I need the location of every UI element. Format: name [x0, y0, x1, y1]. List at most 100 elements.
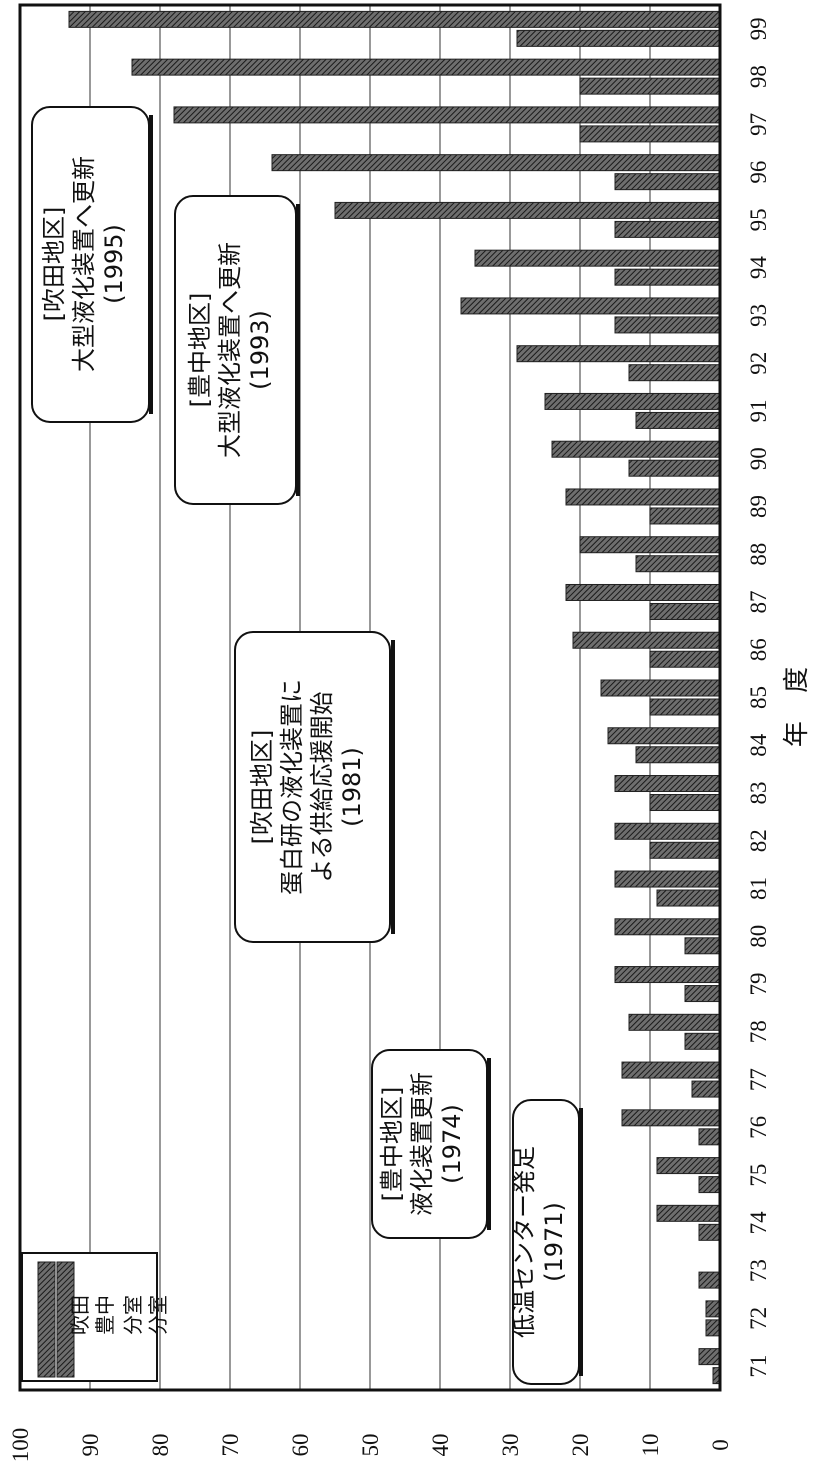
value-tick-label: 50 — [358, 1434, 383, 1457]
legend-label-toyonaka-bottom: 分室 — [146, 1295, 170, 1335]
category-tick-label: 85 — [746, 686, 771, 709]
bar-toyonaka-77 — [691, 1080, 721, 1098]
annotation-line: (1971) — [540, 1202, 568, 1282]
bar-toyonaka-99 — [516, 29, 721, 47]
category-tick-label: 72 — [746, 1307, 771, 1330]
category-tick-label: 79 — [746, 973, 771, 996]
value-tick-label: 20 — [568, 1434, 593, 1457]
bar-suita-92 — [516, 345, 721, 363]
plot-frame — [18, 3, 722, 1392]
annotation-line: (1981) — [338, 747, 366, 827]
bar-suita-72 — [705, 1300, 721, 1318]
bar-toyonaka-73 — [698, 1271, 721, 1289]
bar-suita-97 — [173, 106, 721, 124]
bar-suita-95 — [334, 201, 721, 219]
category-tick-label: 82 — [746, 829, 771, 852]
bar-suita-80 — [614, 918, 721, 936]
annotation-line: (1974) — [438, 1104, 466, 1184]
bar-suita-81 — [614, 870, 721, 888]
annotation-center-1971: 低温センター発足 (1971) — [510, 1099, 583, 1385]
category-tick-label: 92 — [746, 352, 771, 375]
bar-toyonaka-78 — [684, 1032, 721, 1050]
bar-toyonaka-85 — [649, 698, 721, 716]
legend-label-suita-bottom: 分室 — [121, 1295, 145, 1335]
bar-suita-89 — [565, 488, 721, 506]
annotation-line: 蛋白研の液化装置に — [278, 679, 306, 895]
annotation-line: [豊中地区] — [378, 1087, 406, 1202]
annotation-line: (1993) — [246, 310, 274, 390]
bar-toyonaka-96 — [614, 173, 721, 191]
bar-toyonaka-83 — [649, 794, 721, 812]
category-axis-ticks: 71 72 73 74 75 76 77 78 79 80 81 82 83 84 85 86 87 88 89 90… — [746, 17, 771, 1377]
value-tick-label: 60 — [288, 1434, 313, 1457]
bar-toyonaka-88 — [635, 555, 721, 573]
value-tick-label: 100 — [8, 1428, 33, 1463]
bar-toyonaka-93 — [614, 316, 721, 334]
bar-toyonaka-72 — [705, 1319, 721, 1337]
bar-toyonaka-97 — [579, 125, 721, 143]
bar-toyonaka-98 — [579, 77, 721, 95]
annotation-toyonaka-1974: [豊中地区] 液化装置更新 (1974) — [371, 1049, 491, 1239]
bar-suita-76 — [621, 1109, 721, 1127]
annotation-suita-1995: [吹田地区] 大型液化装置へ更新 (1995) — [31, 106, 153, 423]
bar-toyonaka-87 — [649, 602, 721, 620]
value-tick-label: 0 — [708, 1439, 733, 1451]
category-tick-label: 93 — [746, 304, 771, 327]
bar-suita-98 — [131, 58, 721, 76]
bar-toyonaka-84 — [635, 746, 721, 764]
category-tick-label: 71 — [746, 1355, 771, 1378]
category-tick-label: 90 — [746, 447, 771, 470]
annotation-toyonaka-1993: [豊中地区] 大型液化装置へ更新 (1993) — [174, 195, 300, 505]
annotation-line: [豊中地区] — [186, 293, 214, 408]
annotation-line: 大型液化装置へ更新 — [70, 156, 98, 372]
bar-suita-74 — [656, 1204, 721, 1222]
bar-toyonaka-86 — [649, 650, 721, 668]
bar-suita-71 — [698, 1348, 721, 1366]
annotation-line: [吹田地区] — [40, 207, 68, 322]
category-tick-label: 89 — [746, 495, 771, 518]
category-tick-label: 97 — [746, 113, 771, 136]
legend: 吹田 豊中 分室 分室 — [21, 1252, 170, 1382]
annotation-suita-1981: [吹田地区] 蛋白研の液化装置に よる供給応援開始 (1981) — [234, 631, 395, 943]
bar-toyonaka-79 — [684, 985, 721, 1003]
value-axis-ticks: 0 10 20 30 40 50 60 70 80 90 100 — [8, 1428, 733, 1463]
category-tick-label: 73 — [746, 1259, 771, 1282]
category-tick-label: 81 — [746, 877, 771, 900]
annotation-line: よる供給応援開始 — [308, 691, 336, 882]
bar-suita-86 — [572, 631, 721, 649]
value-tick-label: 10 — [638, 1434, 663, 1457]
category-tick-label: 76 — [746, 1116, 771, 1139]
bar-toyonaka-92 — [628, 364, 721, 382]
bar-suita-91 — [544, 392, 721, 410]
value-tick-label: 40 — [428, 1434, 453, 1457]
category-tick-label: 87 — [746, 590, 771, 613]
bar-toyonaka-74 — [698, 1223, 721, 1241]
value-tick-label: 70 — [218, 1434, 243, 1457]
category-tick-label: 86 — [746, 638, 771, 661]
legend-swatch-suita — [37, 1261, 56, 1378]
annotation-line: 液化装置更新 — [408, 1072, 436, 1216]
annotation-line: (1995) — [100, 224, 128, 304]
category-tick-label: 78 — [746, 1020, 771, 1043]
bar-toyonaka-80 — [684, 937, 721, 955]
category-tick-label: 83 — [746, 782, 771, 805]
bar-suita-78 — [628, 1013, 721, 1031]
bar-toyonaka-76 — [698, 1128, 721, 1146]
bar-toyonaka-94 — [614, 268, 721, 286]
annotation-line: 大型液化装置へ更新 — [216, 242, 244, 458]
bar-suita-87 — [565, 583, 721, 601]
category-tick-label: 95 — [746, 208, 771, 231]
category-tick-label: 77 — [746, 1068, 771, 1091]
legend-label-toyonaka-top: 豊中 — [93, 1295, 117, 1335]
category-tick-label: 80 — [746, 925, 771, 948]
bar-toyonaka-95 — [614, 220, 721, 238]
bar-toyonaka-89 — [649, 507, 721, 525]
bar-suita-90 — [551, 440, 721, 458]
bar-suita-96 — [271, 154, 721, 172]
category-tick-label: 84 — [746, 733, 771, 757]
bar-toyonaka-75 — [698, 1176, 721, 1194]
category-tick-label: 91 — [746, 399, 771, 422]
category-tick-label: 98 — [746, 65, 771, 88]
legend-swatch-toyonaka — [56, 1261, 75, 1378]
